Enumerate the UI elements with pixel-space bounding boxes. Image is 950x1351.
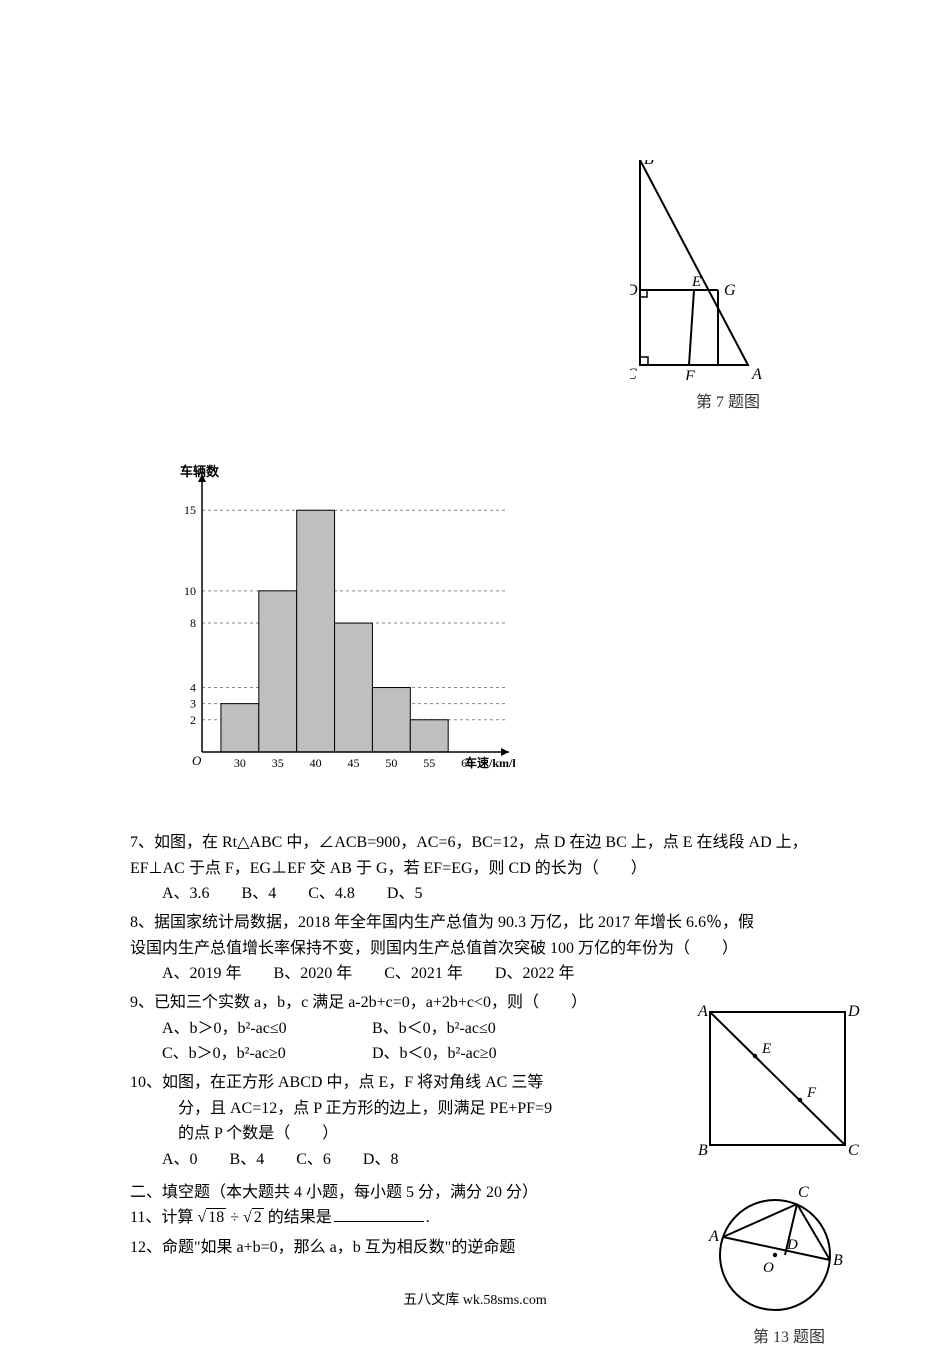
page-footer: 五八文库 wk.58sms.com [0, 1290, 950, 1312]
q10-line2: 分，且 AC=12，点 P 正方形的边上，则满足 PE+PF=9 [130, 1096, 650, 1122]
svg-text:车速/km/h: 车速/km/h [465, 755, 515, 770]
circ-label-O: O [763, 1260, 774, 1276]
q8-options: A、2019 年 B、2020 年 C、2021 年 D、2022 年 [130, 961, 830, 987]
svg-text:车辆数: 车辆数 [180, 464, 220, 479]
svg-text:50: 50 [385, 756, 397, 770]
q8-line2: 设国内生产总值增长率保持不变，则国内生产总值首次突破 100 万亿的年份为（ ） [130, 936, 830, 962]
svg-text:C: C [630, 366, 637, 380]
svg-text:8: 8 [190, 616, 196, 630]
q11-post: 的结果是 [268, 1209, 332, 1226]
sq-label-F: F [806, 1085, 817, 1101]
svg-text:10: 10 [184, 584, 196, 598]
sq-label-B: B [698, 1142, 708, 1159]
q9-opt-d: D、b＜0，b²-ac≥0 [372, 1041, 497, 1067]
svg-text:2: 2 [190, 713, 196, 727]
q7-options: A、3.6 B、4 C、4.8 D、5 [130, 881, 830, 907]
circ-label-A: A [708, 1228, 719, 1245]
q9-opt-a: A、b＞0，b²-ac≤0 [162, 1016, 372, 1042]
q7-line2: EF⊥AC 于点 F，EG⊥EF 交 AB 于 G，若 EF=EG，则 CD 的… [130, 856, 830, 882]
svg-text:O: O [192, 753, 202, 768]
q9-opt-b: B、b＜0，b²-ac≤0 [372, 1016, 496, 1042]
square-svg: A D B C E F [695, 1000, 860, 1160]
q8-line1: 8、据国家统计局数据，2018 年全年国内生产总值为 90.3 万亿，比 201… [130, 910, 830, 936]
svg-text:30: 30 [234, 756, 246, 770]
svg-text:B: B [644, 160, 654, 168]
q11-expr: √18 ÷ √2 [197, 1209, 267, 1226]
barchart-figure: 2348101530354045505560车辆数车速/km/hO [160, 460, 515, 789]
sq-label-A: A [697, 1003, 708, 1020]
svg-text:35: 35 [272, 756, 284, 770]
circ-label-D: D [786, 1237, 798, 1253]
q10-line3: 的点 P 个数是（ ） [130, 1121, 650, 1147]
sq-label-E: E [761, 1041, 771, 1057]
q11-pre: 11、计算 [130, 1209, 193, 1226]
svg-text:A: A [751, 366, 762, 380]
barchart-svg: 2348101530354045505560车辆数车速/km/hO [160, 460, 515, 780]
svg-text:D: D [630, 282, 638, 299]
svg-text:E: E [691, 274, 701, 290]
circ-label-C: C [798, 1184, 809, 1201]
question-8: 8、据国家统计局数据，2018 年全年国内生产总值为 90.3 万亿，比 201… [130, 910, 830, 987]
q10-options: A、0 B、4 C、6 D、8 [130, 1147, 650, 1173]
q11-blank [334, 1221, 424, 1222]
circ-label-B: B [833, 1252, 843, 1269]
triangle-svg: B D E G C F A [630, 160, 780, 380]
q11-period: . [426, 1209, 430, 1226]
q7-line1: 7、如图，在 Rt△ABC 中，∠ACB=900，AC=6，BC=12，点 D … [130, 830, 830, 856]
q10-figure: A D B C E F [695, 1000, 860, 1169]
q7-figure-caption: 第 7 题图 [696, 390, 760, 416]
question-7: 7、如图，在 Rt△ABC 中，∠ACB=900，AC=6，BC=12，点 D … [130, 830, 830, 907]
svg-text:4: 4 [190, 681, 196, 695]
q13-figure-caption: 第 13 题图 [753, 1325, 825, 1351]
svg-text:G: G [724, 282, 736, 299]
q9-opt-c: C、b＞0，b²-ac≥0 [162, 1041, 372, 1067]
svg-text:3: 3 [190, 697, 196, 711]
sq-label-D: D [847, 1003, 860, 1020]
question-10: 10、如图，在正方形 ABCD 中，点 E，F 将对角线 AC 三等 分，且 A… [130, 1070, 650, 1172]
svg-text:15: 15 [184, 503, 196, 517]
svg-text:F: F [684, 368, 695, 380]
q7-figure: B D E G C F A [630, 160, 780, 389]
svg-text:45: 45 [348, 756, 360, 770]
svg-text:40: 40 [310, 756, 322, 770]
q10-line1: 10、如图，在正方形 ABCD 中，点 E，F 将对角线 AC 三等 [130, 1070, 650, 1096]
svg-text:55: 55 [423, 756, 435, 770]
sq-label-C: C [848, 1142, 859, 1159]
